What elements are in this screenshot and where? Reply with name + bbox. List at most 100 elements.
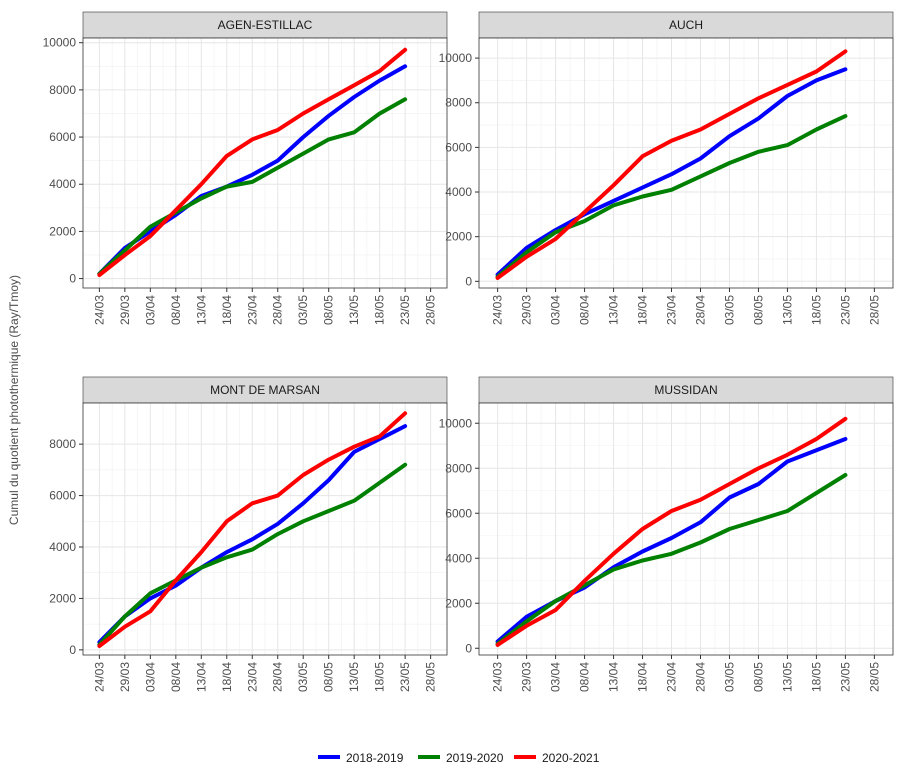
series-line [97,64,408,276]
x-tick-label: 18/05 [373,662,387,692]
x-tick-label: 18/05 [809,662,823,692]
x-tick-label: 03/04 [143,662,157,692]
facet-strip [82,11,448,39]
x-tick-label: 24/03 [491,662,505,692]
x-tick-label: 08/05 [751,662,765,692]
y-tick-label: 8000 [49,83,76,97]
x-tick-label: 23/04 [245,295,259,325]
facet-strip [478,376,894,404]
y-tick-label: 2000 [445,596,472,610]
x-tick-label: 28/04 [693,295,707,325]
x-tick-label: 08/04 [169,662,183,692]
y-tick-label: 8000 [49,437,76,451]
y-tick-label: 8000 [445,461,472,475]
y-tick-label: 10000 [439,51,473,65]
y-tick-label: 2000 [49,591,76,605]
legend-label: 2019-2020 [446,751,504,765]
x-tick-label: 23/04 [245,662,259,692]
legend-label: 2020-2021 [542,751,600,765]
series-line [97,424,408,645]
x-tick-label: 03/05 [722,662,736,692]
y-tick-label: 10000 [439,416,473,430]
x-tick-label: 03/05 [296,662,310,692]
series-line [97,47,408,277]
x-tick-label: 28/05 [867,662,881,692]
x-tick-label: 13/05 [347,295,361,325]
facet-title: AUCH [669,18,703,32]
y-tick-label: 10000 [43,36,77,50]
x-tick-label: 03/05 [722,295,736,325]
y-tick-label: 6000 [49,489,76,503]
x-tick-label: 28/04 [693,662,707,692]
x-tick-label: 08/05 [751,295,765,325]
x-tick-label: 23/04 [665,295,679,325]
x-tick-label: 13/05 [347,662,361,692]
plot-border [478,402,894,656]
y-tick-label: 6000 [49,130,76,144]
x-tick-label: 18/04 [220,662,234,692]
x-tick-label: 08/04 [578,295,592,325]
x-tick-label: 18/05 [809,295,823,325]
x-tick-label: 24/03 [92,295,106,325]
x-tick-label: 29/03 [118,662,132,692]
y-tick-label: 0 [69,272,76,286]
y-tick-label: 4000 [49,177,76,191]
series-line [97,411,408,648]
x-tick-label: 08/04 [578,662,592,692]
series-line [495,49,848,280]
x-tick-label: 28/04 [271,295,285,325]
series-line [495,114,848,279]
series-line [495,473,848,646]
x-tick-label: 24/03 [92,662,106,692]
series-line [495,67,848,277]
x-tick-label: 08/05 [322,662,336,692]
x-tick-label: 13/04 [607,662,621,692]
series-line [495,416,848,647]
x-tick-label: 18/04 [636,662,650,692]
y-tick-label: 4000 [445,185,472,199]
x-tick-label: 23/05 [398,295,412,325]
x-tick-label: 08/05 [322,295,336,325]
y-tick-label: 0 [465,274,472,288]
x-tick-label: 23/04 [665,662,679,692]
plot-border [478,37,894,289]
legend-label: 2018-2019 [346,751,404,765]
y-tick-label: 8000 [445,96,472,110]
y-tick-label: 6000 [445,506,472,520]
x-tick-label: 23/05 [398,662,412,692]
facet-title: MUSSIDAN [654,383,717,397]
x-tick-label: 03/05 [296,295,310,325]
y-tick-label: 4000 [445,551,472,565]
x-tick-label: 23/05 [838,295,852,325]
x-tick-label: 29/03 [520,662,534,692]
x-tick-label: 28/05 [867,295,881,325]
x-tick-label: 03/04 [143,295,157,325]
series-line [97,97,408,276]
y-tick-label: 0 [69,643,76,657]
series-line [97,462,408,647]
y-tick-label: 4000 [49,540,76,554]
x-tick-label: 13/04 [194,662,208,692]
x-tick-label: 13/05 [780,662,794,692]
y-tick-label: 0 [465,641,472,655]
y-tick-label: 2000 [445,230,472,244]
x-tick-label: 29/03 [520,295,534,325]
facet-title: MONT DE MARSAN [210,383,320,397]
x-tick-label: 13/05 [780,295,794,325]
x-tick-label: 28/05 [424,295,438,325]
x-tick-label: 24/03 [491,295,505,325]
x-tick-label: 18/05 [373,295,387,325]
x-tick-label: 08/04 [169,295,183,325]
x-tick-label: 23/05 [838,662,852,692]
x-tick-label: 29/03 [118,295,132,325]
x-tick-label: 13/04 [194,295,208,325]
plot-border [82,402,448,656]
x-tick-label: 28/04 [271,662,285,692]
y-axis-label: Cumul du quotient photothermique (Ray/Tm… [7,275,21,525]
x-tick-label: 03/04 [549,662,563,692]
plot-border [82,37,448,289]
x-tick-label: 28/05 [424,662,438,692]
facet-strip [478,11,894,39]
y-tick-label: 2000 [49,224,76,238]
